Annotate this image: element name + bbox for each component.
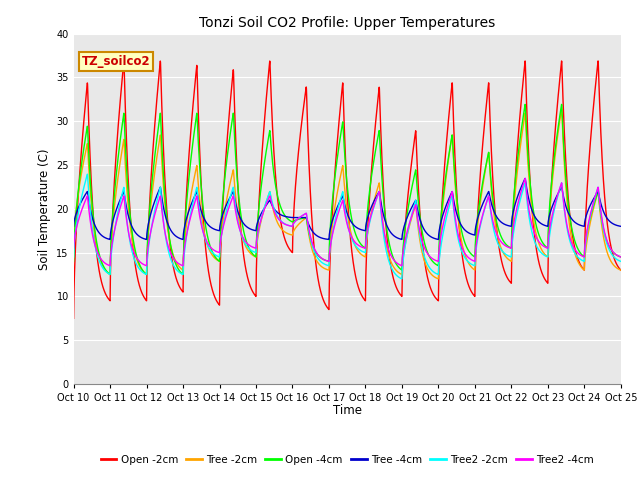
- Open -2cm: [70, 315, 77, 321]
- Legend: Open -2cm, Tree -2cm, Open -4cm, Tree -4cm, Tree2 -2cm, Tree2 -4cm: Open -2cm, Tree -2cm, Open -4cm, Tree -4…: [97, 451, 598, 469]
- Line: Tree2 -4cm: Tree2 -4cm: [74, 179, 621, 266]
- Tree -2cm: [557, 106, 565, 112]
- Open -2cm: [280, 232, 287, 238]
- Open -2cm: [606, 240, 614, 246]
- Line: Tree2 -2cm: Tree2 -2cm: [74, 174, 621, 279]
- Tree2 -4cm: [547, 216, 555, 222]
- Tree -2cm: [617, 267, 625, 273]
- Title: Tonzi Soil CO2 Profile: Upper Temperatures: Tonzi Soil CO2 Profile: Upper Temperatur…: [199, 16, 495, 30]
- Tree -2cm: [132, 254, 140, 260]
- Y-axis label: Soil Temperature (C): Soil Temperature (C): [38, 148, 51, 270]
- Tree -4cm: [547, 206, 555, 212]
- Open -2cm: [303, 110, 311, 116]
- Line: Tree -2cm: Tree -2cm: [74, 109, 621, 279]
- Open -4cm: [547, 182, 555, 188]
- Tree -2cm: [164, 232, 172, 238]
- Open -4cm: [617, 254, 625, 260]
- Tree2 -2cm: [617, 258, 625, 264]
- Line: Tree -4cm: Tree -4cm: [74, 179, 621, 240]
- Tree -2cm: [547, 191, 555, 197]
- Open -4cm: [521, 101, 529, 107]
- Tree -4cm: [132, 231, 140, 237]
- Tree2 -2cm: [398, 276, 406, 282]
- Tree -4cm: [607, 219, 614, 225]
- Tree2 -2cm: [165, 250, 173, 255]
- Tree2 -4cm: [106, 263, 114, 269]
- Tree2 -2cm: [607, 249, 614, 255]
- Open -2cm: [132, 268, 140, 274]
- Open -4cm: [280, 211, 287, 216]
- Tree -2cm: [303, 221, 311, 227]
- Tree2 -4cm: [132, 254, 140, 260]
- Open -4cm: [303, 221, 311, 227]
- Tree2 -2cm: [83, 171, 91, 177]
- Tree2 -2cm: [70, 254, 77, 260]
- Text: TZ_soilco2: TZ_soilco2: [82, 55, 150, 68]
- Tree -2cm: [280, 228, 287, 234]
- Line: Open -4cm: Open -4cm: [74, 104, 621, 275]
- Tree -2cm: [607, 257, 614, 263]
- X-axis label: Time: Time: [333, 405, 362, 418]
- Tree -4cm: [521, 176, 529, 181]
- Tree -2cm: [435, 276, 442, 282]
- Open -2cm: [164, 228, 172, 234]
- Open -2cm: [547, 189, 555, 195]
- Tree2 -4cm: [607, 245, 614, 251]
- Tree2 -4cm: [280, 221, 287, 227]
- Tree2 -4cm: [617, 254, 625, 260]
- Tree -4cm: [617, 223, 625, 229]
- Open -4cm: [70, 258, 77, 264]
- Tree2 -2cm: [280, 220, 287, 226]
- Tree -4cm: [280, 213, 287, 219]
- Tree -2cm: [70, 245, 77, 251]
- Tree2 -4cm: [70, 245, 77, 251]
- Tree -4cm: [303, 218, 311, 224]
- Open -2cm: [617, 267, 625, 273]
- Open -4cm: [165, 230, 173, 236]
- Open -2cm: [594, 58, 602, 64]
- Open -4cm: [132, 252, 140, 258]
- Open -4cm: [106, 272, 114, 277]
- Tree2 -2cm: [303, 218, 311, 224]
- Tree -4cm: [106, 237, 114, 242]
- Tree2 -2cm: [547, 222, 555, 228]
- Tree2 -2cm: [132, 261, 140, 267]
- Tree2 -4cm: [521, 176, 529, 181]
- Tree2 -4cm: [165, 245, 173, 251]
- Line: Open -2cm: Open -2cm: [74, 61, 621, 318]
- Open -4cm: [607, 246, 614, 252]
- Tree -4cm: [70, 223, 77, 229]
- Tree2 -4cm: [303, 217, 311, 223]
- Tree -4cm: [165, 223, 173, 229]
